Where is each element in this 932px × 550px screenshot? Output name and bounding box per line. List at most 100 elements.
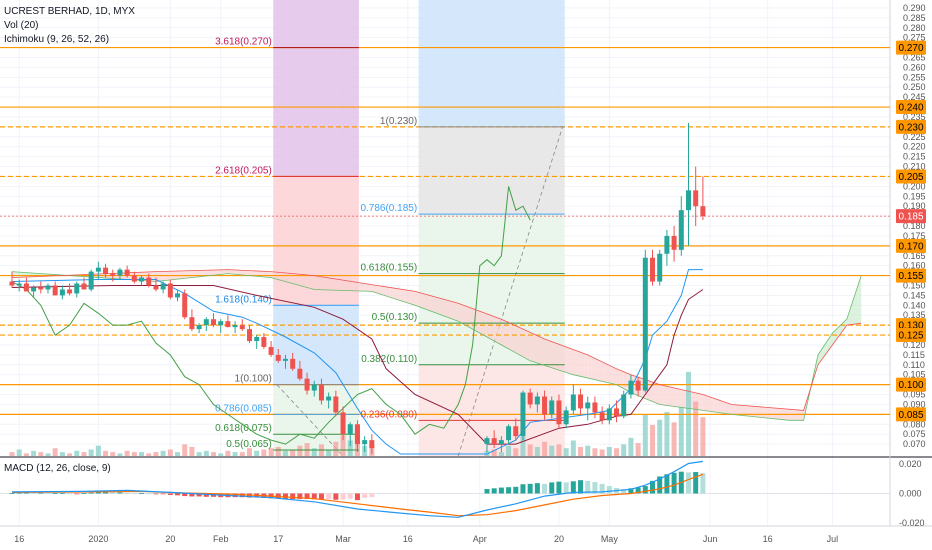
candle-body[interactable] [614, 408, 620, 417]
cloud-segment [314, 275, 318, 290]
candle-body[interactable] [131, 275, 137, 282]
candle-body[interactable] [268, 346, 274, 355]
candle-body[interactable] [52, 285, 58, 296]
candle-body[interactable] [239, 325, 245, 330]
candle-body[interactable] [700, 206, 706, 217]
candle-body[interactable] [534, 396, 540, 405]
candle-body[interactable] [110, 273, 116, 276]
candle-body[interactable] [520, 392, 526, 437]
candle-body[interactable] [290, 358, 296, 369]
candle-body[interactable] [67, 289, 73, 294]
candle-body[interactable] [182, 293, 188, 318]
candle-body[interactable] [513, 426, 519, 437]
candle-body[interactable] [196, 325, 202, 330]
candle-body[interactable] [189, 317, 195, 330]
volume-bar [268, 448, 274, 456]
candle-body[interactable] [549, 400, 555, 415]
candle-body[interactable] [275, 354, 281, 361]
candle-body[interactable] [167, 283, 173, 298]
candle-body[interactable] [59, 289, 65, 296]
candle-body[interactable] [484, 438, 490, 445]
candle-body[interactable] [232, 325, 238, 328]
candle-body[interactable] [592, 402, 598, 413]
candle-body[interactable] [585, 402, 591, 409]
candle-body[interactable] [38, 287, 44, 290]
macd-legend[interactable]: MACD (12, 26, close, 9) [4, 463, 111, 474]
candle-body[interactable] [498, 440, 504, 445]
cloud-segment [361, 282, 365, 292]
candle-body[interactable] [491, 438, 497, 445]
candle-body[interactable] [556, 400, 562, 425]
candle-body[interactable] [175, 293, 181, 298]
candle-body[interactable] [246, 329, 252, 342]
candle-body[interactable] [542, 396, 548, 415]
candle-body[interactable] [103, 267, 109, 274]
candle-body[interactable] [81, 283, 87, 290]
candle-body[interactable] [599, 412, 605, 421]
candle-body[interactable] [671, 235, 677, 250]
candle-body[interactable] [333, 396, 339, 413]
candle-body[interactable] [635, 380, 641, 391]
candle-body[interactable] [45, 285, 51, 290]
macd-histogram-bar [369, 493, 375, 498]
candle-body[interactable] [606, 408, 612, 421]
candle-body[interactable] [642, 257, 648, 391]
candle-body[interactable] [74, 283, 80, 294]
candle-body[interactable] [211, 319, 217, 326]
volume-bar [31, 450, 37, 456]
candle-body[interactable] [203, 319, 209, 326]
candle-body[interactable] [347, 424, 353, 435]
fib-label: 0.786(0.185) [360, 203, 417, 214]
candle-body[interactable] [117, 269, 123, 276]
candle-body[interactable] [664, 235, 670, 254]
candle-body[interactable] [153, 285, 159, 290]
candle-body[interactable] [311, 384, 317, 391]
candle-body[interactable] [685, 190, 691, 211]
candle-body[interactable] [16, 283, 22, 286]
candle-body[interactable] [354, 424, 360, 445]
candle-body[interactable] [326, 396, 332, 401]
candle-body[interactable] [88, 271, 94, 290]
candle-body[interactable] [297, 368, 303, 379]
candle-body[interactable] [578, 394, 584, 409]
candle-body[interactable] [146, 277, 152, 286]
candle-body[interactable] [628, 380, 634, 395]
candle-body[interactable] [318, 384, 324, 401]
candle-body[interactable] [95, 267, 101, 272]
candle-body[interactable] [282, 358, 288, 361]
candle-body[interactable] [218, 321, 224, 326]
ichimoku-cloud [12, 269, 862, 421]
candle-body[interactable] [139, 277, 145, 282]
cloud-segment [263, 271, 268, 278]
cloud-segment [15, 271, 20, 278]
volume-legend[interactable]: Vol (20) [4, 20, 39, 31]
time-tick-label: Feb [213, 534, 229, 544]
candle-body[interactable] [31, 287, 37, 292]
candle-body[interactable] [304, 378, 310, 391]
candle-body[interactable] [650, 257, 656, 282]
candle-body[interactable] [563, 410, 569, 425]
candle-body[interactable] [261, 337, 267, 347]
macd-histogram-bar [52, 493, 58, 494]
candle-body[interactable] [678, 210, 684, 250]
candle-body[interactable] [23, 283, 29, 292]
price-tick-label: 0.180 [903, 221, 926, 231]
ichimoku-legend[interactable]: Ichimoku (9, 26, 52, 26) [4, 34, 110, 45]
candle-body[interactable] [340, 412, 346, 435]
candle-body[interactable] [124, 269, 130, 276]
candle-body[interactable] [369, 440, 375, 449]
candle-body[interactable] [570, 394, 576, 411]
candle-body[interactable] [657, 253, 663, 282]
price-tick-label: 0.190 [903, 201, 926, 211]
candle-body[interactable] [506, 426, 512, 441]
candle-body[interactable] [254, 337, 260, 342]
candle-body[interactable] [362, 440, 368, 445]
candle-body[interactable] [9, 281, 15, 286]
volume-bar [664, 412, 670, 456]
candle-body[interactable] [225, 321, 231, 328]
candle-body[interactable] [160, 283, 166, 290]
candle-body[interactable] [621, 394, 627, 417]
candle-body[interactable] [527, 392, 533, 405]
candle-body[interactable] [693, 190, 699, 207]
